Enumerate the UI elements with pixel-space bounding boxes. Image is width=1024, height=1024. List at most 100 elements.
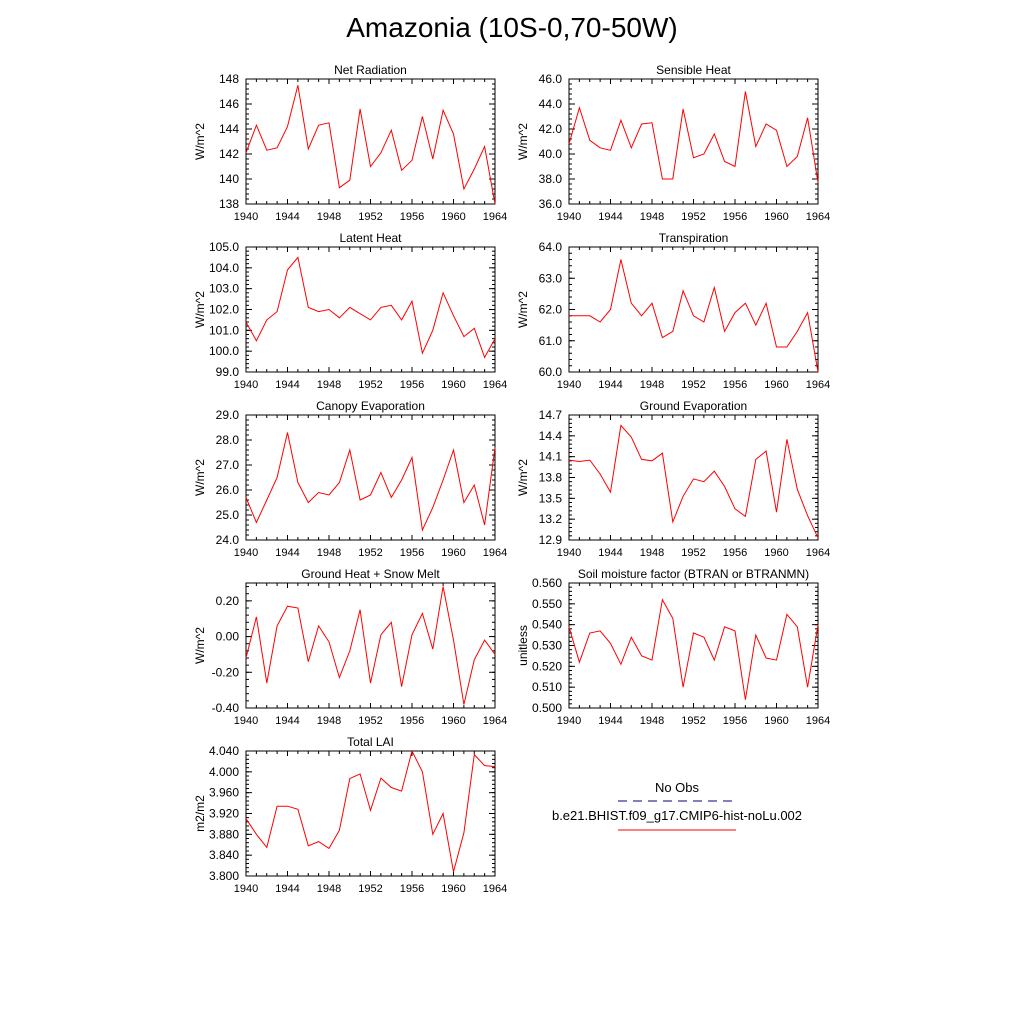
y-tick-label: 142 bbox=[219, 147, 239, 161]
chart-title: Sensible Heat bbox=[656, 63, 731, 77]
x-tick-label: 1964 bbox=[806, 379, 830, 391]
series-line bbox=[568, 91, 819, 183]
x-tick-label: 1948 bbox=[640, 211, 664, 223]
x-tick-label: 1956 bbox=[400, 715, 424, 727]
plot-frame bbox=[245, 246, 496, 373]
y-axis-label: unitless bbox=[516, 625, 530, 666]
chart-title: Canopy Evaporation bbox=[316, 399, 425, 413]
chart-title: Ground Heat + Snow Melt bbox=[301, 567, 440, 581]
y-tick-label: 0.510 bbox=[532, 680, 562, 694]
x-tick-label: 1940 bbox=[234, 379, 258, 391]
y-tick-label: 0.520 bbox=[532, 659, 562, 673]
y-tick-label: 64.0 bbox=[539, 240, 563, 254]
x-tick-label: 1952 bbox=[358, 547, 382, 559]
x-tick-label: 1956 bbox=[723, 379, 747, 391]
x-tick-label: 1952 bbox=[681, 211, 705, 223]
y-tick-label: 46.0 bbox=[539, 72, 563, 86]
y-tick-label: 36.0 bbox=[539, 197, 563, 211]
plot-frame bbox=[245, 582, 496, 709]
chart-latent-heat: Latent Heat W/m^2 1940 1944 1948 1952 1956 1960… bbox=[193, 231, 507, 391]
x-tick-label: 1940 bbox=[234, 715, 258, 727]
x-tick-label: 1956 bbox=[400, 883, 424, 895]
y-tick-label: 13.5 bbox=[539, 491, 563, 505]
x-tick-label: 1956 bbox=[400, 547, 424, 559]
legend: No Obs b.e21.BHIST.f09_g17.CMIP6-hist-noL… bbox=[552, 780, 802, 831]
y-tick-label: 0.20 bbox=[216, 594, 240, 608]
x-tick-label: 1948 bbox=[640, 547, 664, 559]
chart-transpiration: Transpiration W/m^2 1940 1944 1948 1952 1956 19… bbox=[516, 231, 830, 391]
y-tick-label: 14.4 bbox=[539, 429, 563, 443]
x-tick-label: 1940 bbox=[557, 211, 581, 223]
x-tick-label: 1952 bbox=[358, 379, 382, 391]
y-tick-label: 28.0 bbox=[216, 433, 240, 447]
plot-frame bbox=[245, 78, 496, 205]
y-axis-label: W/m^2 bbox=[516, 459, 530, 496]
y-tick-label: 3.840 bbox=[209, 848, 239, 862]
x-tick-label: 1952 bbox=[358, 211, 382, 223]
y-axis-label: W/m^2 bbox=[193, 627, 207, 664]
x-tick-label: 1948 bbox=[317, 883, 341, 895]
x-tick-label: 1964 bbox=[806, 547, 830, 559]
x-tick-label: 1960 bbox=[441, 883, 465, 895]
y-axis-label: m2/m2 bbox=[193, 795, 207, 832]
chart-title: Net Radiation bbox=[334, 63, 407, 77]
x-tick-label: 1940 bbox=[234, 883, 258, 895]
x-tick-label: 1940 bbox=[557, 379, 581, 391]
y-tick-label: -0.20 bbox=[212, 665, 240, 679]
x-tick-label: 1944 bbox=[598, 547, 622, 559]
y-tick-label: -0.40 bbox=[212, 701, 240, 715]
x-tick-label: 1956 bbox=[723, 547, 747, 559]
x-tick-label: 1948 bbox=[317, 379, 341, 391]
y-tick-label: 14.1 bbox=[539, 450, 563, 464]
chart-ground-evaporation: Ground Evaporation W/m^2 1940 1944 1948 1952 1… bbox=[516, 399, 830, 559]
x-tick-label: 1956 bbox=[723, 211, 747, 223]
chart-total-lai: Total LAI m2/m2 1940 1944 1948 1952 1956 1960 19… bbox=[193, 735, 507, 895]
y-tick-label: 13.8 bbox=[539, 471, 563, 485]
x-tick-label: 1964 bbox=[483, 715, 507, 727]
y-tick-label: 105.0 bbox=[209, 240, 239, 254]
chart-sensible-heat: Sensible Heat W/m^2 1940 1944 1948 1952 1956 19… bbox=[516, 63, 830, 223]
x-tick-label: 1960 bbox=[441, 379, 465, 391]
y-tick-label: 62.0 bbox=[539, 303, 563, 317]
x-tick-label: 1952 bbox=[358, 883, 382, 895]
plot-frame bbox=[568, 78, 819, 205]
chart-title: Total LAI bbox=[347, 735, 394, 749]
series-line bbox=[245, 256, 496, 359]
x-tick-label: 1960 bbox=[441, 547, 465, 559]
y-tick-label: 13.2 bbox=[539, 512, 563, 526]
y-tick-label: 12.9 bbox=[539, 533, 563, 547]
legend-label-model: b.e21.BHIST.f09_g17.CMIP6-hist-noLu.002 bbox=[552, 808, 802, 823]
y-tick-label: 99.0 bbox=[216, 365, 240, 379]
y-tick-label: 44.0 bbox=[539, 97, 563, 111]
chart-title: Soil moisture factor (BTRAN or BTRANMN) bbox=[578, 567, 809, 581]
x-tick-label: 1952 bbox=[681, 547, 705, 559]
series-line bbox=[245, 586, 496, 705]
page-title: Amazonia (10S-0,70-50W) bbox=[346, 12, 678, 43]
y-tick-label: 40.0 bbox=[539, 147, 563, 161]
x-tick-label: 1960 bbox=[441, 715, 465, 727]
x-tick-label: 1960 bbox=[764, 379, 788, 391]
plot-frame bbox=[568, 414, 819, 541]
y-tick-label: 38.0 bbox=[539, 172, 563, 186]
x-tick-label: 1948 bbox=[317, 547, 341, 559]
y-tick-label: 42.0 bbox=[539, 122, 563, 136]
x-tick-label: 1964 bbox=[806, 715, 830, 727]
y-tick-label: 0.530 bbox=[532, 639, 562, 653]
y-tick-label: 27.0 bbox=[216, 458, 240, 472]
y-tick-label: 100.0 bbox=[209, 344, 239, 358]
x-tick-label: 1944 bbox=[275, 883, 299, 895]
y-tick-label: 4.000 bbox=[209, 765, 239, 779]
chart-ground-heat-snow-melt: Ground Heat + Snow Melt W/m^2 1940 1944 1948… bbox=[193, 567, 507, 727]
x-tick-label: 1948 bbox=[317, 211, 341, 223]
y-tick-label: 0.540 bbox=[532, 618, 562, 632]
chart-title: Latent Heat bbox=[339, 231, 402, 245]
y-tick-label: 29.0 bbox=[216, 408, 240, 422]
x-tick-label: 1960 bbox=[764, 211, 788, 223]
y-tick-label: 103.0 bbox=[209, 282, 239, 296]
x-tick-label: 1956 bbox=[400, 211, 424, 223]
series-line bbox=[568, 598, 819, 700]
plot-frame bbox=[245, 414, 496, 541]
x-tick-label: 1948 bbox=[317, 715, 341, 727]
x-tick-label: 1956 bbox=[400, 379, 424, 391]
